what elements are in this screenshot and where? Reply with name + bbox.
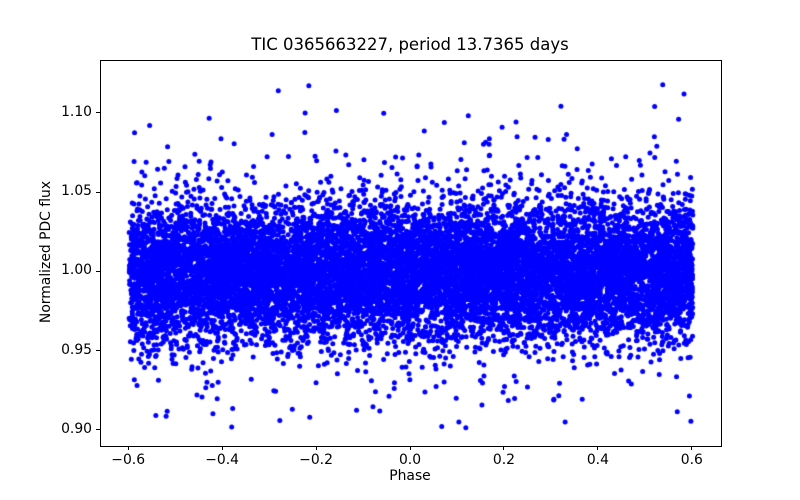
y-tick-mark — [96, 429, 100, 431]
y-tick-label: 1.10 — [61, 103, 92, 120]
y-tick-mark — [96, 270, 100, 272]
x-tick-mark — [691, 446, 693, 450]
x-tick-label: 0.2 — [492, 452, 515, 468]
x-tick-label: −0.6 — [111, 452, 146, 468]
x-tick-label: 0.6 — [680, 452, 703, 468]
x-tick-mark — [503, 446, 505, 450]
y-tick-mark — [96, 350, 100, 352]
y-tick-label: 0.95 — [61, 341, 92, 358]
y-tick-label: 1.00 — [61, 262, 92, 279]
x-tick-mark — [409, 446, 411, 450]
x-tick-label: 0.0 — [398, 452, 422, 468]
x-tick-mark — [315, 446, 317, 450]
y-tick-label: 1.05 — [61, 183, 92, 200]
x-tick-label: −0.2 — [299, 452, 333, 468]
y-tick-mark — [96, 112, 100, 114]
x-tick-mark — [221, 446, 223, 450]
plot-area — [100, 60, 722, 447]
x-tick-label: −0.4 — [205, 452, 239, 468]
plot-title: TIC 0365663227, period 13.7365 days — [251, 35, 569, 54]
x-axis-label: Phase — [389, 468, 431, 484]
y-tick-mark — [96, 191, 100, 193]
x-tick-label: 0.4 — [586, 452, 609, 468]
y-tick-label: 0.90 — [61, 420, 92, 437]
y-axis-label: Normalized PDC flux — [38, 180, 54, 324]
scatter-points-canvas — [101, 61, 721, 446]
x-tick-mark — [127, 446, 129, 450]
x-tick-mark — [597, 446, 599, 450]
